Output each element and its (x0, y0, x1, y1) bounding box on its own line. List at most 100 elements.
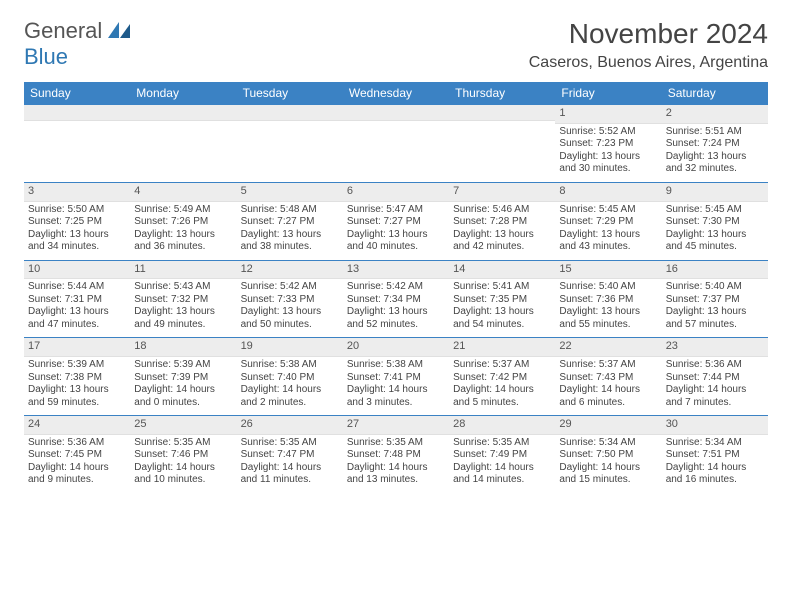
sunset-line: Sunset: 7:50 PM (559, 449, 657, 462)
sunset-line: Sunset: 7:43 PM (559, 372, 657, 385)
day-body: Sunrise: 5:37 AMSunset: 7:43 PMDaylight:… (555, 357, 661, 415)
calendar-day-cell: 30Sunrise: 5:34 AMSunset: 7:51 PMDayligh… (662, 416, 768, 493)
sunrise-line: Sunrise: 5:50 AM (28, 204, 126, 217)
day-body: Sunrise: 5:42 AMSunset: 7:34 PMDaylight:… (343, 279, 449, 337)
calendar-day-cell: 17 Sunrise: 5:39 AMSunset: 7:38 PMDayligh… (24, 338, 130, 416)
calendar-day-cell: 21Sunrise: 5:37 AMSunset: 7:42 PMDayligh… (449, 338, 555, 416)
daylight-line: Daylight: 13 hours and 55 minutes. (559, 306, 657, 331)
sunset-line: Sunset: 7:41 PM (347, 372, 445, 385)
day-body: Sunrise: 5:42 AMSunset: 7:33 PMDaylight:… (237, 279, 343, 337)
day-number: 26 (237, 416, 343, 435)
sunset-line: Sunset: 7:27 PM (347, 216, 445, 229)
sunrise-line: Sunrise: 5:38 AM (347, 359, 445, 372)
day-number: 15 (555, 261, 661, 280)
daylight-line: Daylight: 14 hours and 15 minutes. (559, 462, 657, 487)
day-number: 24 (24, 416, 130, 435)
daylight-line: Daylight: 14 hours and 16 minutes. (666, 462, 764, 487)
day-body: Sunrise: 5:35 AMSunset: 7:46 PMDaylight:… (130, 435, 236, 493)
sunrise-line: Sunrise: 5:39 AM (28, 359, 126, 372)
day-number-empty (237, 105, 343, 121)
day-body: Sunrise: 5:35 AMSunset: 7:49 PMDaylight:… (449, 435, 555, 493)
daylight-line: Daylight: 14 hours and 6 minutes. (559, 384, 657, 409)
calendar-day-cell: 10Sunrise: 5:44 AMSunset: 7:31 PMDayligh… (24, 260, 130, 338)
day-body: Sunrise: 5:45 AMSunset: 7:29 PMDaylight:… (555, 202, 661, 260)
sunset-line: Sunset: 7:27 PM (241, 216, 339, 229)
day-number: 5 (237, 183, 343, 202)
sunset-line: Sunset: 7:45 PM (28, 449, 126, 462)
day-body: Sunrise: 5:49 AMSunset: 7:26 PMDaylight:… (130, 202, 236, 260)
daylight-line: Daylight: 13 hours and 45 minutes. (666, 229, 764, 254)
day-number: 17 (24, 338, 130, 357)
day-number: 16 (662, 261, 768, 280)
sunrise-line: Sunrise: 5:45 AM (559, 204, 657, 217)
weekday-header: Thursday (449, 82, 555, 105)
day-number: 23 (662, 338, 768, 357)
calendar-day-cell: 27Sunrise: 5:35 AMSunset: 7:48 PMDayligh… (343, 416, 449, 493)
calendar-day-cell: 5Sunrise: 5:48 AMSunset: 7:27 PMDaylight… (237, 182, 343, 260)
day-number: 22 (555, 338, 661, 357)
calendar-day-cell: 19Sunrise: 5:38 AMSunset: 7:40 PMDayligh… (237, 338, 343, 416)
calendar-day-cell: 25Sunrise: 5:35 AMSunset: 7:46 PMDayligh… (130, 416, 236, 493)
day-number: 2 (662, 105, 768, 124)
day-number: 30 (662, 416, 768, 435)
sunset-line: Sunset: 7:39 PM (134, 372, 232, 385)
calendar-day-cell: 2Sunrise: 5:51 AMSunset: 7:24 PMDaylight… (662, 105, 768, 183)
sunrise-line: Sunrise: 5:47 AM (347, 204, 445, 217)
sunrise-line: Sunrise: 5:35 AM (347, 437, 445, 450)
sunrise-line: Sunrise: 5:34 AM (666, 437, 764, 450)
logo: General Blue (24, 18, 130, 70)
weekday-header-row: SundayMondayTuesdayWednesdayThursdayFrid… (24, 82, 768, 105)
day-number: 13 (343, 261, 449, 280)
daylight-line: Daylight: 13 hours and 52 minutes. (347, 306, 445, 331)
day-body: Sunrise: 5:43 AMSunset: 7:32 PMDaylight:… (130, 279, 236, 337)
sunrise-line: Sunrise: 5:42 AM (241, 281, 339, 294)
day-number: 3 (24, 183, 130, 202)
sunset-line: Sunset: 7:31 PM (28, 294, 126, 307)
sunset-line: Sunset: 7:24 PM (666, 138, 764, 151)
sunset-line: Sunset: 7:34 PM (347, 294, 445, 307)
sunset-line: Sunset: 7:36 PM (559, 294, 657, 307)
daylight-line: Daylight: 13 hours and 34 minutes. (28, 229, 126, 254)
day-body: Sunrise: 5:40 AMSunset: 7:37 PMDaylight:… (662, 279, 768, 337)
day-body: Sunrise: 5:48 AMSunset: 7:27 PMDaylight:… (237, 202, 343, 260)
daylight-line: Daylight: 14 hours and 0 minutes. (134, 384, 232, 409)
calendar-day-cell: 13Sunrise: 5:42 AMSunset: 7:34 PMDayligh… (343, 260, 449, 338)
sunset-line: Sunset: 7:26 PM (134, 216, 232, 229)
calendar-day-cell: 20Sunrise: 5:38 AMSunset: 7:41 PMDayligh… (343, 338, 449, 416)
day-body: Sunrise: 5:36 AMSunset: 7:44 PMDaylight:… (662, 357, 768, 415)
day-body: Sunrise: 5:34 AMSunset: 7:50 PMDaylight:… (555, 435, 661, 493)
daylight-line: Daylight: 13 hours and 42 minutes. (453, 229, 551, 254)
daylight-line: Daylight: 13 hours and 50 minutes. (241, 306, 339, 331)
calendar-day-cell: 18Sunrise: 5:39 AMSunset: 7:39 PMDayligh… (130, 338, 236, 416)
sunrise-line: Sunrise: 5:46 AM (453, 204, 551, 217)
sunrise-line: Sunrise: 5:35 AM (134, 437, 232, 450)
calendar-day-cell (343, 105, 449, 183)
sunrise-line: Sunrise: 5:45 AM (666, 204, 764, 217)
calendar-day-cell: 15Sunrise: 5:40 AMSunset: 7:36 PMDayligh… (555, 260, 661, 338)
day-number: 11 (130, 261, 236, 280)
sunset-line: Sunset: 7:37 PM (666, 294, 764, 307)
daylight-line: Daylight: 13 hours and 59 minutes. (28, 384, 126, 409)
weekday-header: Saturday (662, 82, 768, 105)
calendar-day-cell: 16Sunrise: 5:40 AMSunset: 7:37 PMDayligh… (662, 260, 768, 338)
sunset-line: Sunset: 7:44 PM (666, 372, 764, 385)
calendar-day-cell: 29Sunrise: 5:34 AMSunset: 7:50 PMDayligh… (555, 416, 661, 493)
logo-sail-icon (108, 18, 130, 44)
daylight-line: Daylight: 13 hours and 54 minutes. (453, 306, 551, 331)
day-number: 27 (343, 416, 449, 435)
day-body: Sunrise: 5:45 AMSunset: 7:30 PMDaylight:… (662, 202, 768, 260)
sunset-line: Sunset: 7:30 PM (666, 216, 764, 229)
sunset-line: Sunset: 7:46 PM (134, 449, 232, 462)
day-number-empty (130, 105, 236, 121)
day-number: 1 (555, 105, 661, 124)
daylight-line: Daylight: 14 hours and 10 minutes. (134, 462, 232, 487)
location: Caseros, Buenos Aires, Argentina (529, 54, 768, 72)
sunset-line: Sunset: 7:35 PM (453, 294, 551, 307)
day-number: 8 (555, 183, 661, 202)
day-body: Sunrise: 5:38 AMSunset: 7:40 PMDaylight:… (237, 357, 343, 415)
day-number: 7 (449, 183, 555, 202)
calendar-day-cell: 7Sunrise: 5:46 AMSunset: 7:28 PMDaylight… (449, 182, 555, 260)
daylight-line: Daylight: 14 hours and 2 minutes. (241, 384, 339, 409)
sunset-line: Sunset: 7:38 PM (28, 372, 126, 385)
daylight-line: Daylight: 13 hours and 32 minutes. (666, 151, 764, 176)
